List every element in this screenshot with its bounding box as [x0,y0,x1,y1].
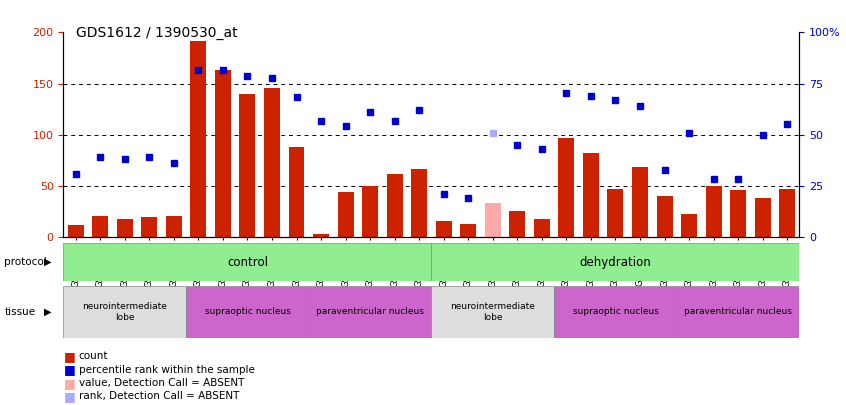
Bar [706,186,722,237]
Text: percentile rank within the sample: percentile rank within the sample [79,365,255,375]
Bar [607,189,624,237]
Bar [313,234,329,237]
Bar [431,286,554,338]
Bar [509,211,525,237]
Text: count: count [79,352,108,361]
Bar [141,217,157,237]
Bar [779,189,795,237]
Text: ■: ■ [63,377,75,390]
Text: ■: ■ [63,390,75,403]
Text: rank, Detection Call = ABSENT: rank, Detection Call = ABSENT [79,392,239,401]
Text: protocol: protocol [4,257,47,267]
Bar [166,217,182,237]
Bar [190,40,206,237]
Text: paraventricular nucleus: paraventricular nucleus [316,307,424,316]
Bar [677,286,799,338]
Text: ▶: ▶ [44,307,52,317]
Bar [68,225,84,237]
Text: supraoptic nucleus: supraoptic nucleus [205,307,290,316]
Bar [63,243,431,281]
Bar [583,153,599,237]
Bar [431,243,799,281]
Bar [554,286,677,338]
Bar [309,286,431,338]
Bar [186,286,309,338]
Text: paraventricular nucleus: paraventricular nucleus [684,307,792,316]
Text: ■: ■ [63,363,75,376]
Bar [730,190,746,237]
Bar [362,186,378,237]
Bar [63,286,186,338]
Bar [239,94,255,237]
Bar [534,219,550,237]
Bar [632,167,648,237]
Bar [264,87,280,237]
Text: control: control [227,256,268,269]
Text: ■: ■ [63,350,75,363]
Text: GDS1612 / 1390530_at: GDS1612 / 1390530_at [76,26,238,40]
Bar [436,221,452,237]
Text: supraoptic nucleus: supraoptic nucleus [573,307,658,316]
Bar [117,219,133,237]
Bar [460,224,476,237]
Bar [411,169,427,237]
Bar [338,192,354,237]
Bar [485,203,501,237]
Bar [288,147,305,237]
Bar [215,70,231,237]
Text: value, Detection Call = ABSENT: value, Detection Call = ABSENT [79,378,244,388]
Bar [387,173,403,237]
Bar [656,196,673,237]
Bar [755,198,771,237]
Bar [558,138,574,237]
Text: dehydration: dehydration [580,256,651,269]
Bar [92,217,108,237]
Text: neurointermediate
lobe: neurointermediate lobe [450,302,536,322]
Text: ▶: ▶ [44,257,52,267]
Bar [681,214,697,237]
Text: tissue: tissue [4,307,36,317]
Text: neurointermediate
lobe: neurointermediate lobe [82,302,168,322]
